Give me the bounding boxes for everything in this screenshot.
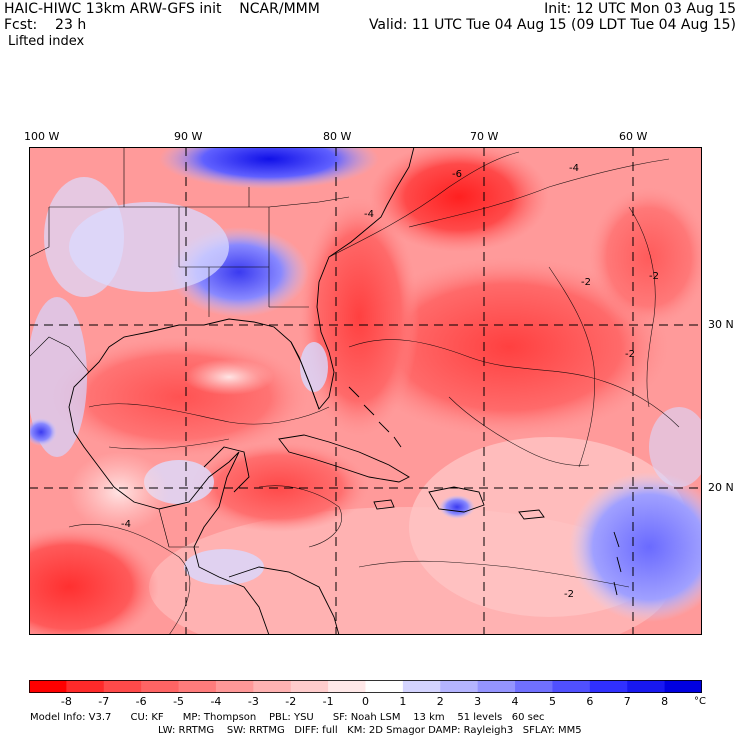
lon-label-60w: 60 W xyxy=(619,130,648,143)
contour-label: -2 xyxy=(625,349,635,360)
colorbar-tick-label: -3 xyxy=(247,695,259,708)
lon-label-90w: 90 W xyxy=(174,130,203,143)
colorbar-tick-label: -5 xyxy=(173,695,185,708)
colorbar-swatch xyxy=(440,680,479,693)
lifted-index-map: -6 -4 -4 -2 -2 -2 -2 -4 xyxy=(29,147,702,635)
colorbar-swatch xyxy=(589,680,628,693)
stable-area-east xyxy=(569,472,702,622)
colorbar-swatch xyxy=(253,680,292,693)
contour-label: -2 xyxy=(581,277,591,288)
colorbar-tick-label: -6 xyxy=(135,695,147,708)
valid-time: Valid: 11 UTC Tue 04 Aug 15 (09 LDT Tue … xyxy=(368,17,736,33)
lon-label-100w: 100 W xyxy=(24,130,60,143)
stable-area-north xyxy=(159,147,379,189)
model-title: HAIC-HIWC 13km ARW-GFS init NCAR/MMM xyxy=(4,1,320,17)
lat-label-20n: 20 N xyxy=(708,481,734,494)
lon-label-80w: 80 W xyxy=(323,130,352,143)
colorbar-tick-label: 1 xyxy=(399,695,407,708)
lon-label-70w: 70 W xyxy=(470,130,499,143)
colorbar-tick-label: -7 xyxy=(98,695,110,708)
contour-label: -2 xyxy=(649,271,659,282)
forecast-hour: Fcst: 23 h xyxy=(4,17,87,33)
coastlines xyxy=(68,147,622,635)
colorbar-swatch xyxy=(402,680,441,693)
colorbar-swatch xyxy=(141,680,180,693)
contour-label: -4 xyxy=(364,209,374,220)
colorbar-swatch xyxy=(29,680,67,693)
colorbar-tick-label: 7 xyxy=(623,695,631,708)
colorbar-swatch xyxy=(328,680,366,693)
colorbar-swatch xyxy=(103,680,142,693)
colorbar-tick-label: 6 xyxy=(586,695,594,708)
colorbar-swatch xyxy=(290,680,329,693)
colorbar-tick-label: 2 xyxy=(436,695,444,708)
colorbar-swatch xyxy=(66,680,105,693)
contour-label: -4 xyxy=(569,163,579,174)
contour-label: -2 xyxy=(564,589,574,600)
init-time: Init: 12 UTC Mon 03 Aug 15 xyxy=(544,1,736,17)
colorbar-swatch xyxy=(215,680,254,693)
colorbar-swatch xyxy=(627,680,666,693)
colorbar-tick-label: 5 xyxy=(548,695,556,708)
colorbar-tick-label: -8 xyxy=(60,695,72,708)
colorbar xyxy=(29,680,702,693)
field-name: Lifted index xyxy=(8,34,85,49)
contour-lines xyxy=(68,151,680,635)
colorbar-tick-label: 0 xyxy=(362,695,369,708)
colorbar-tick-label: 4 xyxy=(511,695,519,708)
colorbar-tick-label: 3 xyxy=(474,695,482,708)
contour-label: -6 xyxy=(452,169,462,180)
colorbar-tick-label: 8 xyxy=(661,695,669,708)
model-info-line1: Model Info: V3.7 CU: KF MP: Thompson PBL… xyxy=(30,712,545,723)
colorbar-tick-label: -4 xyxy=(210,695,222,708)
colorbar-swatch xyxy=(552,680,591,693)
political-borders xyxy=(29,147,350,548)
lat-lon-grid xyxy=(29,147,702,635)
colorbar-swatch xyxy=(515,680,553,693)
colorbar-swatch xyxy=(664,680,702,693)
colorbar-unit: °C xyxy=(694,696,706,707)
map-frame xyxy=(29,147,702,635)
colorbar-swatch xyxy=(477,680,516,693)
colorbar-swatch xyxy=(178,680,217,693)
colorbar-frame xyxy=(29,680,702,693)
contour-label: -4 xyxy=(121,519,131,530)
colorbar-tick-label: -2 xyxy=(285,695,297,708)
colorbar-tick-label: -1 xyxy=(322,695,334,708)
colorbar-swatch xyxy=(365,680,404,693)
lat-label-30n: 30 N xyxy=(708,318,734,331)
model-info-line2: LW: RRTMG SW: RRTMG DIFF: full KM: 2D Sm… xyxy=(158,725,582,736)
